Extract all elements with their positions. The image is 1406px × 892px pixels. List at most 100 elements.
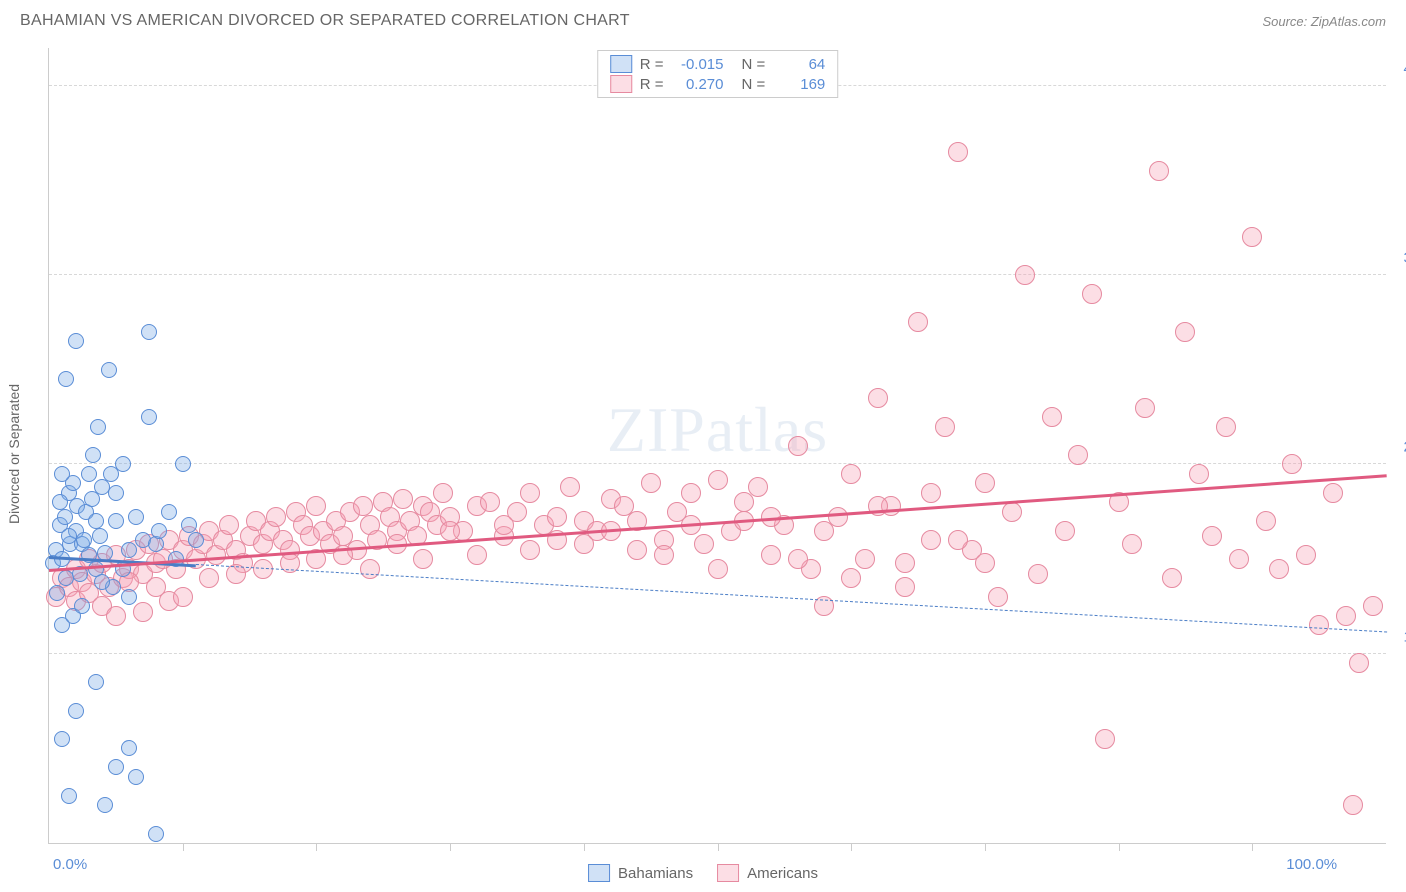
data-point bbox=[948, 142, 968, 162]
data-point bbox=[1055, 521, 1075, 541]
data-point bbox=[76, 532, 92, 548]
legend-bottom: Bahamians Americans bbox=[588, 864, 818, 882]
data-point bbox=[1349, 653, 1369, 673]
data-point bbox=[1202, 526, 1222, 546]
data-point bbox=[1216, 417, 1236, 437]
data-point bbox=[1363, 596, 1383, 616]
data-point bbox=[148, 826, 164, 842]
data-point bbox=[61, 528, 77, 544]
data-point bbox=[1242, 227, 1262, 247]
data-point bbox=[1189, 464, 1209, 484]
data-point bbox=[841, 568, 861, 588]
data-point bbox=[115, 456, 131, 472]
data-point bbox=[948, 530, 968, 550]
data-point bbox=[788, 549, 808, 569]
data-point bbox=[54, 466, 70, 482]
data-point bbox=[413, 549, 433, 569]
data-point bbox=[1175, 322, 1195, 342]
data-point bbox=[90, 419, 106, 435]
data-point bbox=[641, 473, 661, 493]
data-point bbox=[560, 477, 580, 497]
data-point bbox=[708, 559, 728, 579]
legend-item-americans: Americans bbox=[717, 864, 818, 882]
data-point bbox=[1002, 502, 1022, 522]
data-point bbox=[106, 606, 126, 626]
x-tick bbox=[1119, 843, 1120, 851]
x-tick bbox=[985, 843, 986, 851]
data-point bbox=[58, 371, 74, 387]
data-point bbox=[128, 769, 144, 785]
data-point bbox=[151, 523, 167, 539]
data-point bbox=[49, 585, 65, 601]
data-point bbox=[841, 464, 861, 484]
swatch-icon bbox=[610, 75, 632, 93]
data-point bbox=[921, 483, 941, 503]
data-point bbox=[921, 530, 941, 550]
data-point bbox=[1082, 284, 1102, 304]
chart-header: BAHAMIAN VS AMERICAN DIVORCED OR SEPARAT… bbox=[0, 0, 1406, 36]
data-point bbox=[141, 409, 157, 425]
x-tick-label: 100.0% bbox=[1286, 856, 1337, 873]
data-point bbox=[161, 504, 177, 520]
data-point bbox=[188, 532, 204, 548]
y-axis-label: Divorced or Separated bbox=[6, 384, 22, 524]
data-point bbox=[975, 473, 995, 493]
data-point bbox=[97, 797, 113, 813]
data-point bbox=[761, 545, 781, 565]
data-point bbox=[173, 587, 193, 607]
data-point bbox=[121, 740, 137, 756]
data-point bbox=[1296, 545, 1316, 565]
data-point bbox=[68, 333, 84, 349]
x-tick bbox=[183, 843, 184, 851]
x-tick bbox=[1252, 843, 1253, 851]
data-point bbox=[895, 577, 915, 597]
data-point bbox=[52, 494, 68, 510]
gridline bbox=[49, 463, 1386, 464]
data-point bbox=[1229, 549, 1249, 569]
data-point bbox=[128, 509, 144, 525]
data-point bbox=[734, 492, 754, 512]
data-point bbox=[81, 466, 97, 482]
data-point bbox=[141, 324, 157, 340]
data-point bbox=[74, 598, 90, 614]
data-point bbox=[433, 483, 453, 503]
data-point bbox=[68, 703, 84, 719]
data-point bbox=[895, 553, 915, 573]
data-point bbox=[1269, 559, 1289, 579]
scatter-chart: ZIPatlas 10.0%20.0%30.0%40.0%0.0%100.0%R… bbox=[48, 48, 1386, 844]
data-point bbox=[520, 540, 540, 560]
data-point bbox=[520, 483, 540, 503]
data-point bbox=[1256, 511, 1276, 531]
data-point bbox=[360, 559, 380, 579]
data-point bbox=[199, 568, 219, 588]
data-point bbox=[1095, 729, 1115, 749]
swatch-icon bbox=[610, 55, 632, 73]
data-point bbox=[868, 388, 888, 408]
data-point bbox=[181, 517, 197, 533]
data-point bbox=[175, 456, 191, 472]
data-point bbox=[908, 312, 928, 332]
x-tick-label: 0.0% bbox=[53, 856, 87, 873]
data-point bbox=[1162, 568, 1182, 588]
watermark: ZIPatlas bbox=[607, 393, 828, 467]
data-point bbox=[1028, 564, 1048, 584]
data-point bbox=[54, 731, 70, 747]
data-point bbox=[574, 534, 594, 554]
data-point bbox=[92, 528, 108, 544]
data-point bbox=[467, 545, 487, 565]
data-point bbox=[219, 515, 239, 535]
data-point bbox=[101, 362, 117, 378]
data-point bbox=[814, 521, 834, 541]
data-point bbox=[88, 674, 104, 690]
data-point bbox=[1309, 615, 1329, 635]
data-point bbox=[353, 496, 373, 516]
data-point bbox=[1135, 398, 1155, 418]
data-point bbox=[480, 492, 500, 512]
data-point bbox=[694, 534, 714, 554]
data-point bbox=[266, 507, 286, 527]
legend-stats-row: R =-0.015N =64 bbox=[610, 55, 826, 73]
data-point bbox=[1336, 606, 1356, 626]
data-point bbox=[855, 549, 875, 569]
data-point bbox=[440, 521, 460, 541]
trend-line-dashed bbox=[196, 564, 1387, 632]
